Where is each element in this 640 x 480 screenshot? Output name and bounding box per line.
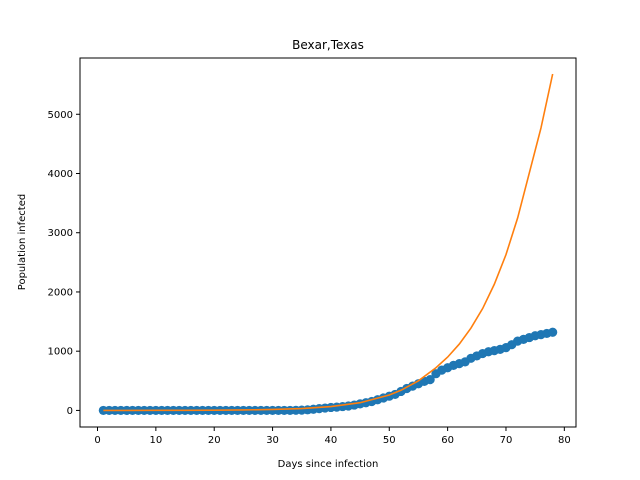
x-axis-title: Days since infection xyxy=(278,459,379,470)
x-tick-label: 80 xyxy=(558,435,571,446)
x-tick-label: 60 xyxy=(441,435,454,446)
x-tick-label: 30 xyxy=(266,435,279,446)
data-point xyxy=(425,375,435,385)
y-tick-label: 0 xyxy=(67,406,73,417)
y-tick-label: 3000 xyxy=(48,228,73,239)
chart-title: Bexar,Texas xyxy=(292,38,364,52)
x-tick-label: 50 xyxy=(383,435,396,446)
y-tick-label: 5000 xyxy=(48,110,73,121)
x-tick-label: 40 xyxy=(325,435,338,446)
fit-line xyxy=(103,73,554,412)
x-tick-label: 20 xyxy=(208,435,221,446)
x-tick-label: 70 xyxy=(500,435,513,446)
y-tick-label: 1000 xyxy=(48,347,73,358)
y-tick-label: 4000 xyxy=(48,169,73,180)
y-axis-title: Population infected xyxy=(17,194,28,290)
y-tick-label: 2000 xyxy=(48,287,73,298)
data-point xyxy=(548,327,558,337)
x-tick-label: 0 xyxy=(94,435,100,446)
plot-frame xyxy=(79,57,577,428)
x-tick-label: 10 xyxy=(149,435,162,446)
